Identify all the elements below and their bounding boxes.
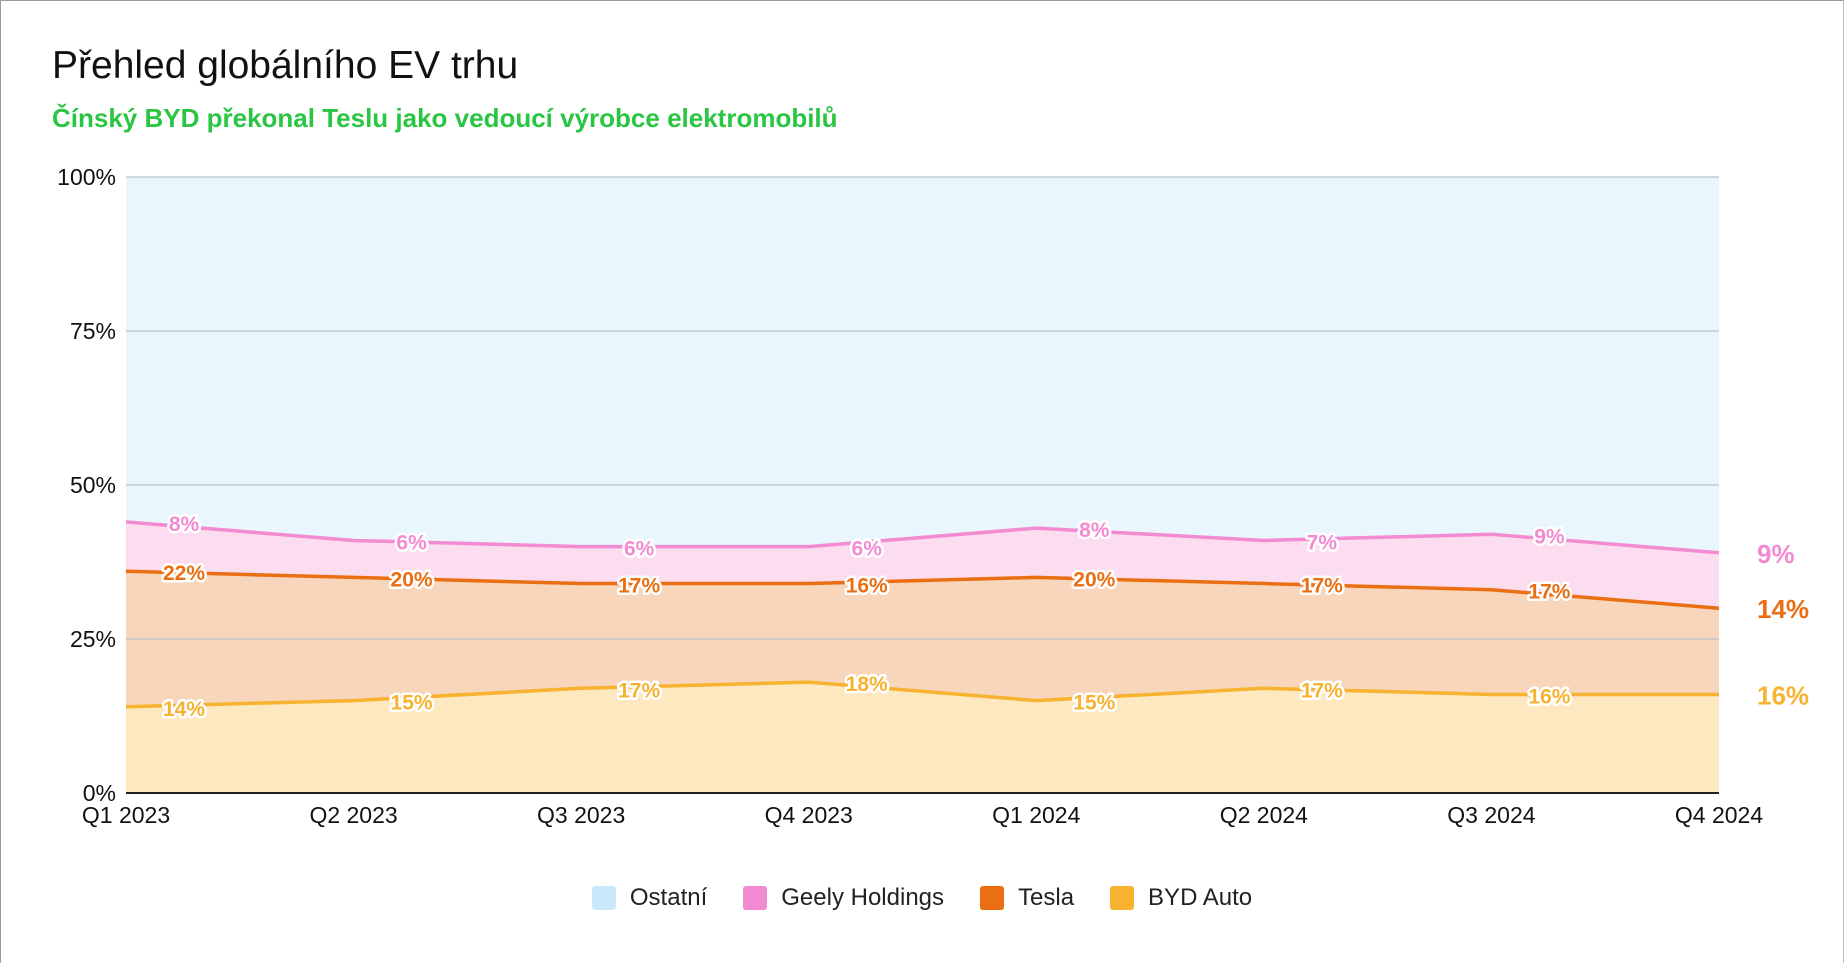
data-label-byd: 14% — [163, 698, 205, 721]
data-label-geely: 8% — [1079, 519, 1110, 542]
y-tick-label: 50% — [70, 472, 116, 498]
data-label-byd: 15% — [391, 692, 433, 715]
line-geely — [125, 520, 1720, 555]
x-tick-label: Q2 2024 — [1220, 802, 1308, 828]
legend-swatch-tesla — [980, 886, 1005, 910]
line-byd — [125, 680, 1719, 709]
legend-item-tesla[interactable]: Tesla — [980, 884, 1074, 912]
data-label-geely: 7% — [1307, 531, 1338, 554]
data-label-byd: 16% — [1528, 685, 1570, 708]
legend-label-byd: BYD Auto — [1148, 884, 1253, 911]
data-label-byd: 17% — [618, 679, 660, 702]
x-tick-label: Q1 2023 — [82, 802, 170, 828]
data-label-geely: 8% — [169, 513, 200, 536]
data-label-geely: 6% — [624, 538, 655, 561]
x-tick-label: Q1 2024 — [992, 802, 1080, 828]
data-label-tesla: 16% — [846, 575, 888, 598]
data-label-tesla: 17% — [1528, 581, 1570, 604]
x-tick-label: Q4 2024 — [1675, 802, 1763, 828]
y-tick-label: 100% — [57, 164, 116, 190]
legend-swatch-geely — [743, 886, 768, 910]
y-tick-label: 0% — [83, 780, 116, 806]
data-label-geely: 6% — [396, 531, 427, 554]
line-tesla — [125, 569, 1720, 610]
end-label-byd: 16% — [1757, 680, 1809, 710]
legend-label-others: Ostatní — [629, 884, 708, 911]
x-tick-label: Q4 2023 — [765, 802, 853, 828]
legend-swatch-others — [591, 886, 616, 910]
data-label-tesla: 22% — [163, 562, 205, 585]
x-tick-label: Q3 2023 — [537, 802, 625, 828]
legend-label-geely: Geely Holdings — [781, 884, 945, 911]
data-label-byd: 15% — [1073, 692, 1115, 715]
data-label-geely: 9% — [1534, 525, 1565, 548]
data-label-tesla: 20% — [1073, 568, 1115, 591]
area-others — [126, 177, 1719, 553]
data-label-tesla: 17% — [618, 575, 660, 598]
area-byd — [126, 682, 1719, 793]
data-label-byd: 17% — [1301, 679, 1343, 702]
chart-title: Přehled globálního EV trhu — [52, 44, 519, 87]
data-label-tesla: 20% — [391, 568, 433, 591]
legend-item-byd[interactable]: BYD Auto — [1110, 884, 1252, 912]
chart-legend: Ostatní Geely Holdings Tesla BYD Auto — [0, 884, 1844, 912]
y-tick-label: 75% — [70, 318, 116, 344]
data-label-geely: 6% — [852, 538, 883, 561]
x-tick-label: Q3 2024 — [1447, 802, 1535, 828]
legend-swatch-byd — [1110, 886, 1135, 910]
legend-item-others[interactable]: Ostatní — [591, 884, 708, 912]
area-geely — [126, 521, 1719, 609]
y-tick-label: 25% — [70, 626, 116, 652]
end-label-geely: 9% — [1757, 539, 1795, 569]
legend-item-geely[interactable]: Geely Holdings — [743, 884, 944, 912]
chart-subtitle: Čínský BYD překonal Teslu jako vedoucí v… — [52, 103, 838, 133]
data-label-byd: 18% — [846, 673, 888, 696]
legend-label-tesla: Tesla — [1018, 884, 1075, 911]
end-label-tesla: 14% — [1757, 594, 1809, 624]
x-tick-label: Q2 2023 — [309, 802, 397, 828]
data-label-tesla: 17% — [1301, 575, 1343, 598]
